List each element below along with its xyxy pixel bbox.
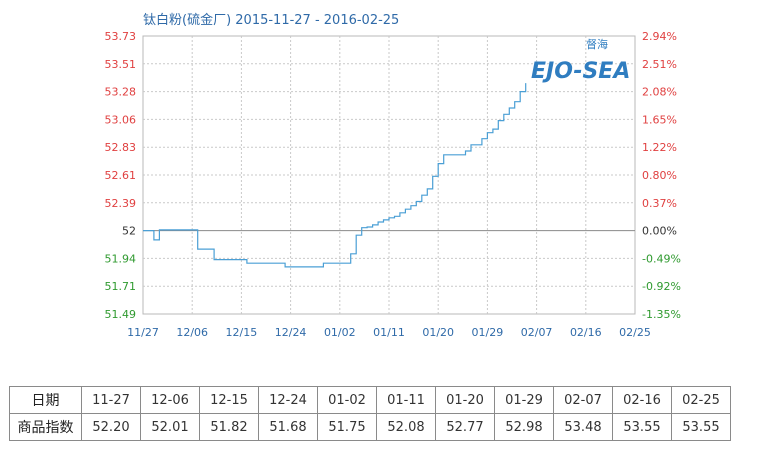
table-cell-date: 02-16 [612,386,672,414]
table-cell-date: 01-02 [317,386,377,414]
y-tick-label-right: -1.35% [642,308,681,321]
logo-cn-text: 督海 [586,37,608,51]
table-cell-value: 52.20 [81,413,141,441]
y-tick-label-left: 53.06 [105,113,137,126]
table-row-values: 商品指数 52.20 52.01 51.82 51.68 51.75 52.08 52.77… [9,413,731,441]
x-tick-label: 01/20 [422,326,454,339]
x-axis: 11/27 12/06 12/15 12/24 01/02 01/11 01/20 01/29… [127,326,651,339]
table-cell-date: 11-27 [81,386,141,414]
y-tick-label-right: 2.94% [642,30,677,43]
y-tick-label-left: 52.39 [105,197,137,210]
table-cell-date: 12-24 [258,386,318,414]
y-tick-label-left: 52.83 [105,141,137,154]
y-tick-label-left: 53.73 [105,30,137,43]
y-tick-label-right: 1.65% [642,113,677,126]
x-tick-label: 02/07 [521,326,553,339]
table-cell-value: 51.68 [258,413,318,441]
x-tick-label: 02/25 [619,326,651,339]
chart-title: 钛白粉(硫金厂) 2015-11-27 - 2016-02-25 [143,12,399,28]
y-tick-label-left: 51.49 [105,308,137,321]
table-cell-date: 02-07 [553,386,613,414]
y-tick-label-left: 52 [122,225,136,238]
series-line [143,83,527,268]
table-cell-date: 12-06 [140,386,200,414]
y-tick-label-left: 53.51 [105,58,137,71]
x-tick-label: 11/27 [127,326,159,339]
table-cell-value: 53.55 [612,413,672,441]
table-cell-value: 53.48 [553,413,613,441]
table-cell-value: 52.01 [140,413,200,441]
logo-text: EJO-SEA [531,59,630,84]
table-cell-date: 01-20 [435,386,495,414]
table-cell-value: 51.82 [199,413,259,441]
gridlines [143,36,635,314]
y-tick-label-left: 52.61 [105,169,137,182]
y-tick-label-right: 0.37% [642,197,677,210]
x-tick-label: 02/16 [570,326,602,339]
y-tick-label-left: 53.28 [105,86,137,99]
y-tick-label-left: 51.71 [105,280,137,293]
right-axis: 2.94% 2.51% 2.08% 1.65% 1.22% 0.80% 0.37% 0.00%… [642,30,681,321]
table-cell-date: 01-11 [376,386,436,414]
y-tick-label-right: -0.92% [642,280,681,293]
y-tick-label-right: 2.51% [642,58,677,71]
y-tick-label-right: -0.49% [642,252,681,265]
y-tick-label-left: 51.94 [105,252,137,265]
y-tick-label-right: 0.80% [642,169,677,182]
x-tick-label: 01/11 [373,326,405,339]
table-cell-value: 52.98 [494,413,554,441]
x-tick-label: 01/29 [472,326,504,339]
table-cell-value: 52.77 [435,413,495,441]
x-tick-label: 01/02 [324,326,356,339]
table-cell-value: 52.08 [376,413,436,441]
y-tick-label-right: 1.22% [642,141,677,154]
price-chart: 钛白粉(硫金厂) 2015-11-27 - 2016-02-25 53.7353… [105,12,681,339]
table-cell-value: 53.55 [671,413,731,441]
table-cell-date: 02-25 [671,386,731,414]
x-tick-label: 12/15 [226,326,258,339]
table-cell-date: 01-29 [494,386,554,414]
table-cell-value: 51.75 [317,413,377,441]
y-tick-label-right: 0.00% [642,225,677,238]
x-tick-label: 12/06 [176,326,208,339]
row-header-date: 日期 [9,386,82,414]
table-row-dates: 日期 11-27 12-06 12-15 12-24 01-02 01-11 01-20 01… [9,386,731,414]
y-tick-label-right: 2.08% [642,86,677,99]
left-axis: 53.73 53.51 53.28 53.06 52.83 52.61 52.39 52 51.… [105,30,137,321]
logo: 督海 EJO-SEA [531,37,630,84]
x-tick-label: 12/24 [275,326,307,339]
row-header-index: 商品指数 [9,413,82,441]
price-table: 日期 11-27 12-06 12-15 12-24 01-02 01-11 01-20 01… [9,386,731,441]
table-cell-date: 12-15 [199,386,259,414]
